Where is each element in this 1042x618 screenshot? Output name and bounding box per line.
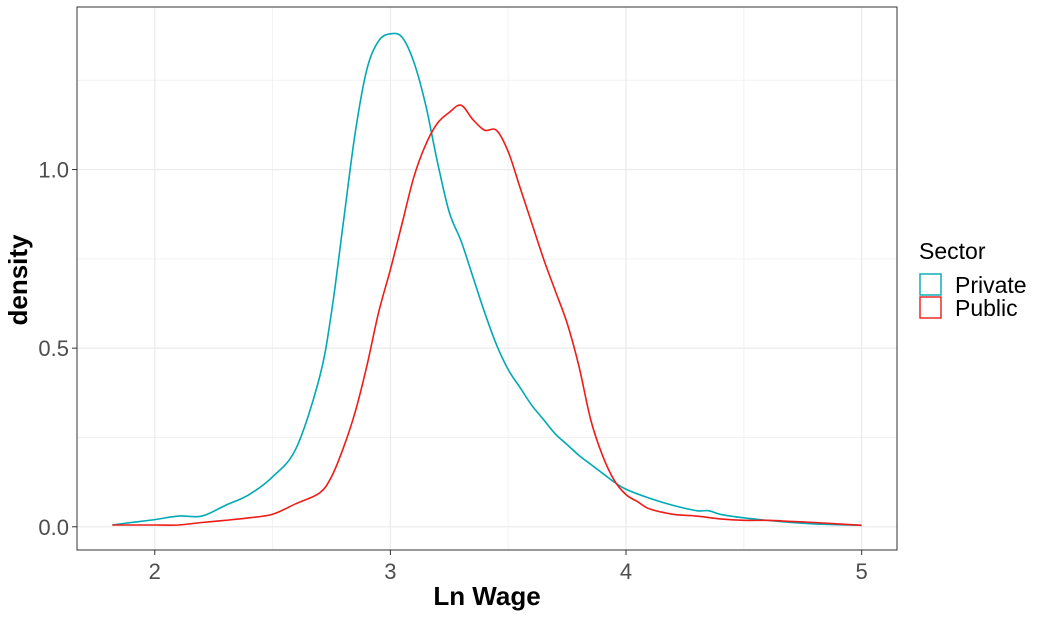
legend-title: Sector (919, 238, 986, 264)
panel-border (76, 6, 898, 551)
x-tick-label: 3 (384, 559, 396, 584)
x-axis-ticks: 2 3 4 5 (149, 550, 868, 584)
x-tick-label: 4 (620, 559, 632, 584)
series-line-public (112, 104, 862, 527)
legend-label-public: Public (955, 295, 1018, 321)
y-axis-ticks: 0.0 0.5 1.0 (38, 158, 77, 540)
y-tick-label: 0.0 (38, 515, 69, 540)
y-tick-label: 0.5 (38, 336, 69, 361)
legend-key-public (919, 296, 942, 319)
x-tick-label: 2 (149, 559, 161, 584)
x-tick-label: 5 (856, 559, 868, 584)
legend-key-private (919, 273, 942, 296)
series-layer (112, 32, 862, 527)
legend-label-private: Private (955, 272, 1027, 298)
grid-major (77, 7, 897, 550)
grid-minor (77, 7, 897, 550)
x-axis-title: Ln Wage (433, 581, 540, 611)
series-line-private (112, 32, 862, 527)
y-axis-title: density (3, 234, 33, 326)
y-tick-label: 1.0 (38, 158, 69, 183)
